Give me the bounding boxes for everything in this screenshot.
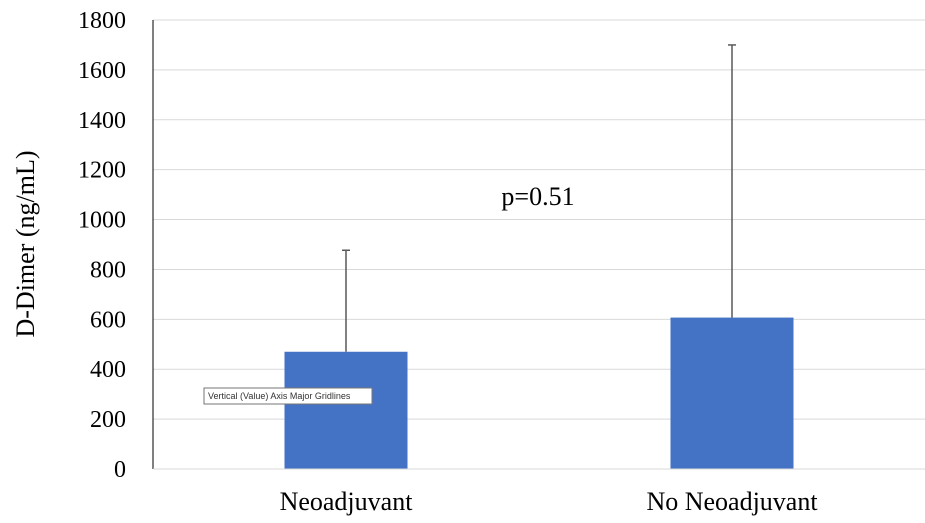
bar[interactable] bbox=[670, 317, 794, 469]
y-tick-label: 1400 bbox=[78, 108, 126, 134]
tooltip: Vertical (Value) Axis Major Gridlines bbox=[203, 387, 373, 405]
y-tick-labels: 0 200 400 600 800 1000 1200 1400 1600 1800 bbox=[78, 8, 126, 483]
y-tick-label: 1000 bbox=[78, 208, 126, 234]
y-tick-label: 600 bbox=[90, 307, 126, 333]
bar[interactable] bbox=[284, 351, 408, 469]
y-tick-label: 200 bbox=[90, 407, 126, 433]
y-tick-label: 400 bbox=[90, 357, 126, 383]
x-tick-label: No Neoadjuvant bbox=[646, 487, 818, 516]
tooltip-box bbox=[203, 387, 373, 405]
x-tick-label: Neoadjuvant bbox=[280, 487, 414, 516]
axes bbox=[152, 20, 925, 470]
y-tick-label: 1600 bbox=[78, 58, 126, 84]
y-tick-label: 800 bbox=[90, 257, 126, 283]
p-value-annotation: p=0.51 bbox=[501, 182, 574, 211]
gridlines[interactable] bbox=[153, 19, 925, 420]
y-tick-label: 1200 bbox=[78, 158, 126, 184]
error-bars bbox=[342, 44, 736, 352]
y-tick-label: 0 bbox=[114, 457, 126, 483]
bars bbox=[284, 317, 794, 469]
tooltip-text: Vertical (Value) Axis Major Gridlines bbox=[208, 391, 351, 401]
y-axis-title: D-Dimer (ng/mL) bbox=[11, 150, 40, 337]
x-tick-labels: Neoadjuvant No Neoadjuvant bbox=[280, 487, 819, 516]
y-tick-label: 1800 bbox=[78, 8, 126, 34]
